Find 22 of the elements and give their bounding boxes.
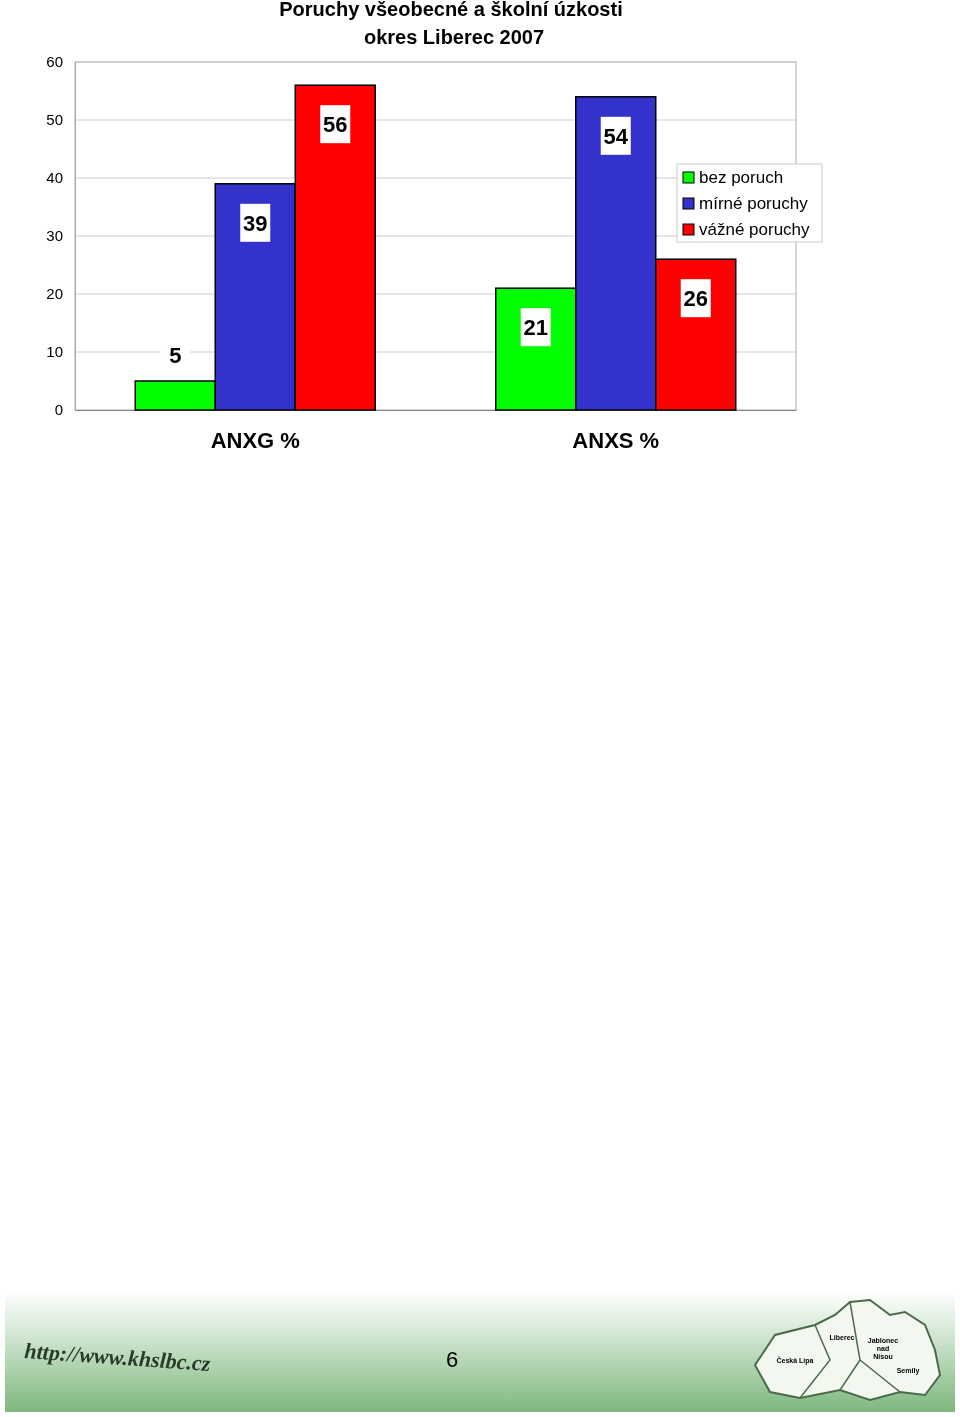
legend-label: mírné poruchy [699,194,809,213]
y-tick-label: 60 [46,53,63,71]
text: 6 [445,1347,459,1372]
y-tick-label: 0 [54,401,63,419]
data-label: 54 [603,123,629,149]
y-tick-label: 20 [46,285,63,303]
data-label: 21 [523,315,548,341]
data-label: 5 [169,343,182,368]
y-tick-label: 10 [46,343,63,361]
data-label: 56 [323,112,348,138]
legend-label: vážné poruchy [699,220,811,239]
y-tick-label: 50 [46,111,63,129]
y-tick-label: 40 [46,169,63,187]
x-tick-label: ANXG % [210,427,300,453]
legend-label: bez poruch [699,168,784,187]
chart-title: Poruchy všeobecné a školní úzkosti [279,0,623,20]
chart-subtitle: okres Liberec 2007 [363,26,545,48]
text: http://www.khslbc.cz [23,1338,212,1377]
data-label: 39 [243,210,268,236]
x-tick-label: ANXS % [572,427,660,453]
y-tick-label: 30 [46,227,63,245]
data-label: 26 [683,286,708,312]
